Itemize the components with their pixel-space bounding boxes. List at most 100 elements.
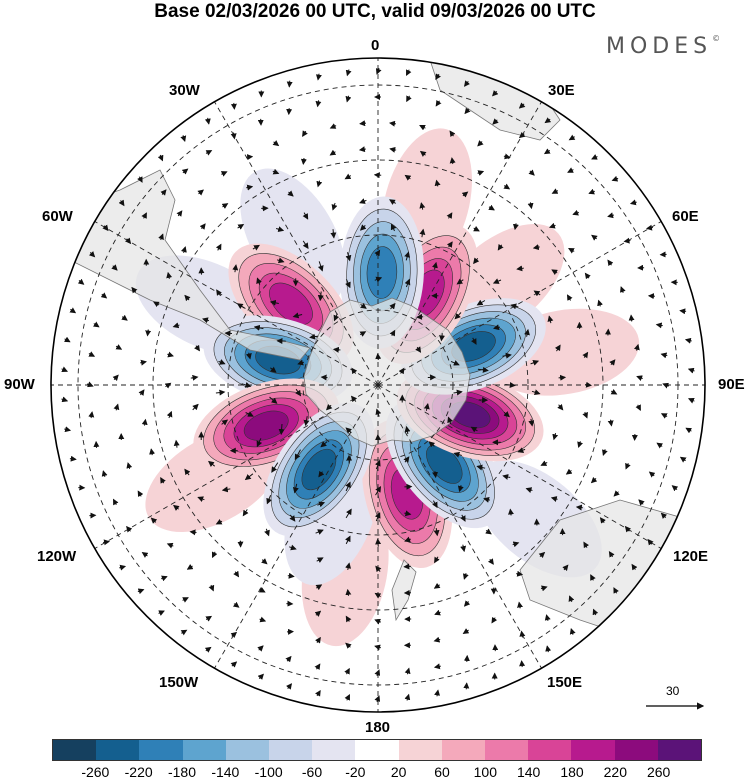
wind-vector-163 xyxy=(550,496,558,502)
wind-vector-147 xyxy=(192,403,199,411)
wind-vector-137 xyxy=(359,198,367,204)
wind-vector-60 xyxy=(476,464,486,471)
wind-vector-17 xyxy=(375,459,381,470)
wind-vector-235 xyxy=(145,329,152,337)
wind-vector-407 xyxy=(118,199,125,207)
colorbar-tick-7: 20 xyxy=(390,764,407,780)
wind-vector-12 xyxy=(359,331,367,337)
colorbar-tick-6: -20 xyxy=(345,764,366,780)
wind-vector-231 xyxy=(199,223,206,230)
colorbar-swatch-4 xyxy=(225,740,270,760)
wind-vector-388 xyxy=(611,175,619,182)
lon-label-120w: 120W xyxy=(37,548,77,565)
wind-vector-213 xyxy=(609,359,616,366)
wind-vector-127 xyxy=(558,374,567,381)
wind-vector-152 xyxy=(264,528,270,537)
wind-vector-132 xyxy=(497,243,504,251)
wind-vector-309 xyxy=(519,630,526,638)
wind-vector-115 xyxy=(315,529,324,535)
wind-vector-233 xyxy=(166,271,173,279)
colorbar-swatch-11 xyxy=(528,740,572,760)
wind-vector-141 xyxy=(252,244,260,251)
wind-vector-220 xyxy=(503,183,511,190)
wind-vector-428 xyxy=(315,689,321,697)
wind-vector-402 xyxy=(230,102,237,110)
wind-vector-194 xyxy=(215,518,223,525)
wind-vector-106 xyxy=(236,303,245,310)
wind-vector-234 xyxy=(153,301,160,308)
wind-vector-247 xyxy=(314,610,322,617)
colorbar-swatch-3 xyxy=(182,740,226,760)
wind-vector-208 xyxy=(575,504,583,511)
colorbar-swatch-5 xyxy=(269,740,313,760)
wind-vector-350 xyxy=(88,411,95,419)
wind-vector-370 xyxy=(545,645,552,653)
wind-vector-47 xyxy=(317,291,324,302)
wind-vector-347 xyxy=(92,321,100,328)
wind-vector-93 xyxy=(530,360,540,366)
wind-vector-191 xyxy=(173,439,180,448)
wind-vector-226 xyxy=(329,149,337,156)
wind-vector-404 xyxy=(180,135,187,142)
wind-vector-84 xyxy=(375,538,382,547)
lon-label-120e: 120E xyxy=(673,548,709,565)
wind-vector-349 xyxy=(87,381,94,388)
wind-vector-29 xyxy=(297,359,305,366)
wind-vector-27 xyxy=(333,313,340,322)
wind-vector-154 xyxy=(316,557,324,563)
wind-vector-18 xyxy=(403,456,410,463)
wind-vector-211 xyxy=(607,419,614,427)
wind-vector-355 xyxy=(141,552,149,558)
wind-vector-7 xyxy=(404,425,411,435)
wind-vector-367 xyxy=(463,682,470,690)
wind-vector-138 xyxy=(331,202,338,211)
wind-vector-34 xyxy=(375,486,382,496)
wind-vector-76 xyxy=(245,352,252,360)
wind-vector-193 xyxy=(197,496,205,502)
wind-vector-277 xyxy=(359,120,367,127)
lon-label-0: 0 xyxy=(371,37,380,54)
wind-vector-380 xyxy=(687,398,695,404)
wind-vector-275 xyxy=(419,125,426,131)
wind-vector-210 xyxy=(602,449,608,456)
wind-vector-288 xyxy=(121,314,128,321)
colorbar-ticks: -260 -220 -180 -140 -100 -60 -20 20 60 100 140 180 2… xyxy=(0,764,750,782)
wind-vector-284 xyxy=(176,210,183,217)
wind-vector-87 xyxy=(460,514,466,522)
wind-vector-311 xyxy=(568,595,575,602)
wind-vector-390 xyxy=(568,134,576,141)
wind-vector-306 xyxy=(433,663,441,670)
wind-vector-180 xyxy=(316,180,323,188)
anomaly-center-8-level-5 xyxy=(243,410,289,441)
wind-vector-96 xyxy=(492,278,502,284)
wind-vector-424 xyxy=(204,646,212,653)
wind-vector-408 xyxy=(102,224,109,232)
wind-vector-78 xyxy=(245,411,254,417)
wind-vector-77 xyxy=(241,382,252,388)
wind-vector-265 xyxy=(628,314,635,322)
wind-vector-72 xyxy=(317,261,324,272)
wind-vector-19 xyxy=(428,441,436,448)
wind-vector-415 xyxy=(64,426,72,433)
wind-vector-119 xyxy=(434,556,440,564)
wind-vector-31 xyxy=(303,416,310,427)
map-border xyxy=(50,57,706,713)
wind-vector-242 xyxy=(189,529,197,536)
wind-vector-421 xyxy=(137,588,145,595)
wind-vector-38 xyxy=(470,426,478,433)
wind-vector-361 xyxy=(285,655,292,663)
wind-vector-167 xyxy=(584,381,592,388)
wind-vector-399 xyxy=(315,73,322,81)
colorbar-swatch-10 xyxy=(485,740,529,760)
wind-vector-236 xyxy=(140,359,147,366)
wind-vector-228 xyxy=(272,168,280,175)
wind-vector-158 xyxy=(433,582,441,589)
wind-vector-150 xyxy=(221,486,231,493)
wind-vector-98 xyxy=(446,241,453,248)
wind-vector-266 xyxy=(620,286,626,293)
wind-vector-120 xyxy=(460,544,467,553)
wind-vector-64 xyxy=(502,352,512,359)
wind-vector-263 xyxy=(636,375,643,382)
wind-vector-225 xyxy=(358,146,366,153)
wind-vector-222 xyxy=(449,157,456,165)
